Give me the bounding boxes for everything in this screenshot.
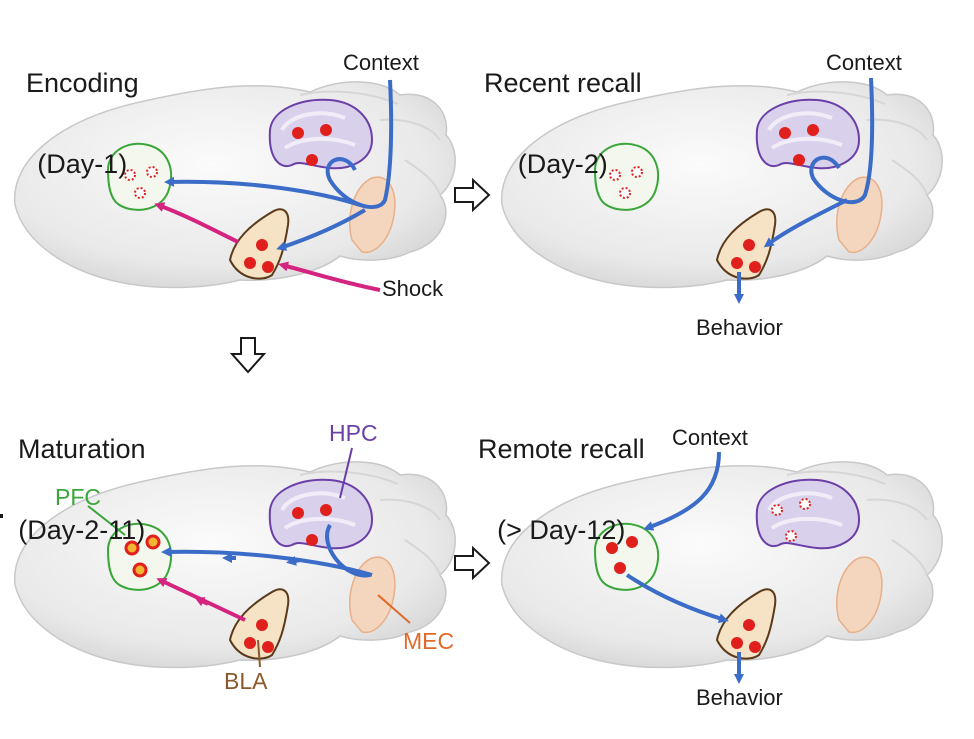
context-input-arrow bbox=[325, 79, 394, 210]
maturing-engram-cell bbox=[132, 562, 148, 578]
panel-title-line2: (Day-1) bbox=[37, 149, 128, 179]
hpc-loop-arrow bbox=[325, 523, 371, 578]
arrow-right-icon bbox=[454, 177, 491, 213]
silent-engram-cell bbox=[771, 504, 783, 516]
context-label: Context bbox=[826, 50, 902, 75]
engram-cell bbox=[306, 534, 318, 546]
silent-engram-cell bbox=[799, 498, 811, 510]
pfc-to-bla-arrow bbox=[625, 573, 729, 624]
behavior-label: Behavior bbox=[696, 685, 783, 710]
engram-cell bbox=[292, 507, 304, 519]
bla-to-pfc-arrow-mid bbox=[194, 597, 209, 607]
hpc-maturation bbox=[267, 477, 374, 551]
engram-cell bbox=[743, 619, 755, 631]
panel-title-line1: Encoding bbox=[26, 68, 139, 98]
bla-leader-line bbox=[257, 639, 261, 668]
engram-cell bbox=[244, 637, 256, 649]
panel-remote-recall bbox=[500, 451, 944, 684]
immature-engram-cell bbox=[631, 166, 643, 178]
engram-cell bbox=[256, 239, 268, 251]
panel-encoding bbox=[13, 79, 457, 292]
context-to-pfc-arrow bbox=[643, 451, 721, 531]
hpc-recent bbox=[754, 97, 861, 171]
engram-cell bbox=[306, 154, 318, 166]
hpc-remote bbox=[754, 477, 861, 551]
panel-title-line1: Recent recall bbox=[484, 68, 642, 98]
engram-cell bbox=[256, 619, 268, 631]
bla-to-pfc-arrow bbox=[154, 202, 239, 244]
panel-title-recent: Recent recall (Day-2) bbox=[484, 16, 642, 232]
silent-engram-cell bbox=[785, 530, 797, 542]
bla-label: BLA bbox=[224, 668, 268, 694]
engram-cell bbox=[320, 124, 332, 136]
engram-cell bbox=[807, 124, 819, 136]
shock-to-bla-arrow bbox=[278, 261, 381, 292]
engram-cell bbox=[749, 261, 761, 273]
engram-cell bbox=[731, 257, 743, 269]
engram-cell bbox=[614, 562, 626, 574]
hpc-label: HPC bbox=[329, 420, 378, 446]
pfc-label: PFC bbox=[55, 484, 101, 510]
edge-mark bbox=[0, 514, 3, 518]
engram-cell bbox=[320, 504, 332, 516]
hpc-leader-line bbox=[339, 447, 353, 499]
shock-label: Shock bbox=[382, 276, 444, 301]
engram-cell bbox=[262, 641, 274, 653]
context-label: Context bbox=[343, 50, 419, 75]
immature-engram-cell bbox=[619, 187, 631, 199]
arrow-down-icon bbox=[229, 337, 267, 374]
mec-leader-line bbox=[377, 594, 411, 624]
engram-cell bbox=[626, 536, 638, 548]
hpc-to-bla-arrow bbox=[276, 208, 367, 251]
panel-title-line1: Remote recall bbox=[478, 434, 645, 464]
panel-recent-recall bbox=[500, 77, 944, 304]
engram-cell bbox=[731, 637, 743, 649]
arrow-right-icon bbox=[454, 545, 491, 581]
panel-title-line2: (Day-2) bbox=[517, 149, 608, 179]
hpc-to-pfc-arrow bbox=[161, 546, 373, 577]
immature-engram-cell bbox=[146, 166, 158, 178]
engram-cell bbox=[793, 154, 805, 166]
maturing-engram-cell bbox=[145, 534, 161, 550]
panel-title-encoding: Encoding (Day-1) bbox=[26, 16, 139, 232]
engram-cell bbox=[244, 257, 256, 269]
engram-cell bbox=[749, 641, 761, 653]
panel-title-line1: Maturation bbox=[18, 434, 146, 464]
panel-title-maturation: Maturation (Day-2-11) bbox=[18, 382, 146, 598]
behavior-label: Behavior bbox=[696, 315, 783, 340]
hpc-to-pfc-arrow-mid bbox=[286, 555, 301, 566]
engram-cell bbox=[606, 542, 618, 554]
engram-cell bbox=[743, 239, 755, 251]
mec-label: MEC bbox=[403, 628, 455, 654]
panel-title-line2: (> Day-12) bbox=[497, 515, 626, 545]
hpc-to-bla-arrow bbox=[763, 198, 848, 248]
engram-cell bbox=[292, 127, 304, 139]
panel-title-remote: Remote recall (> Day-12) bbox=[478, 382, 645, 598]
pfc-leader-line bbox=[87, 505, 126, 536]
context-label: Context bbox=[672, 425, 748, 450]
hpc-to-pfc-arrow bbox=[164, 176, 361, 207]
engram-cell bbox=[262, 261, 274, 273]
maturing-engram-cell bbox=[124, 540, 140, 556]
hpc-encoding bbox=[267, 97, 374, 171]
immature-engram-cell bbox=[609, 169, 621, 181]
panel-maturation bbox=[13, 447, 457, 669]
engram-cell bbox=[779, 127, 791, 139]
panel-title-line2: (Day-2-11) bbox=[18, 515, 146, 545]
immature-engram-cell bbox=[124, 169, 136, 181]
immature-engram-cell bbox=[134, 187, 146, 199]
